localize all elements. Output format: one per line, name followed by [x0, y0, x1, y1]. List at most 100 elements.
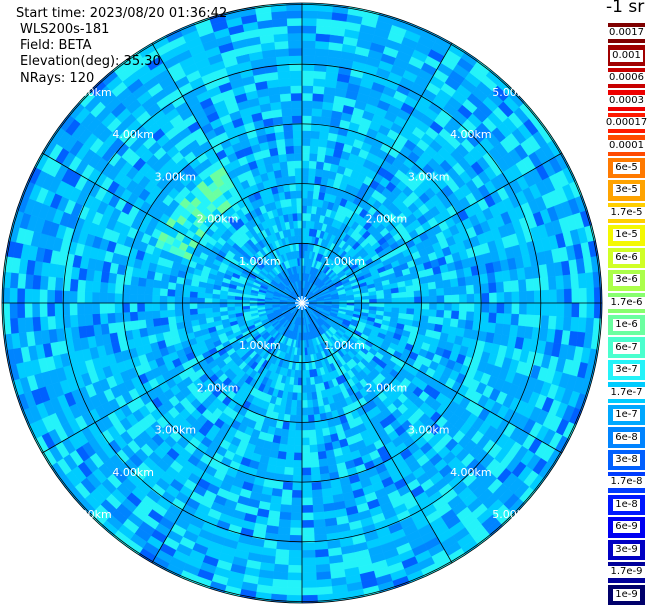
- ppi-cell: [391, 292, 400, 299]
- ppi-cell: [518, 314, 527, 327]
- ppi-cell: [316, 153, 326, 163]
- ppi-cell: [196, 297, 205, 304]
- ppi-cell: [301, 385, 307, 394]
- ppi-cell: [313, 526, 327, 536]
- ppi-cell: [314, 48, 329, 58]
- ppi-cell: [301, 100, 313, 109]
- colorbar-tick-label: 1.7e-6: [608, 296, 645, 309]
- colorbar-cell: 1e-9: [607, 583, 646, 606]
- ppi-cell: [69, 302, 78, 316]
- ppi-cell: [540, 276, 550, 291]
- colorbar-cell: 6e-6: [607, 246, 646, 270]
- ppi-cell: [421, 302, 430, 310]
- ppi-cell: [541, 302, 550, 317]
- ppi-cell: [295, 190, 303, 199]
- ppi-cell: [106, 292, 115, 304]
- colorbar-tick-label: 3e-5: [613, 184, 640, 197]
- ppi-cell: [114, 292, 123, 304]
- ppi-cell: [511, 291, 520, 304]
- ppi-cell: [275, 55, 290, 65]
- ppi-cell: [84, 291, 93, 304]
- ppi-cell: [84, 280, 94, 293]
- ppi-cell: [241, 302, 250, 307]
- ppi-cell: [290, 399, 298, 409]
- ppi-cell: [293, 445, 303, 454]
- colorbar-cell: 1e-5: [607, 224, 646, 247]
- ppi-cell: [586, 302, 595, 319]
- ppi-cell: [294, 437, 303, 446]
- ppi-cell: [54, 302, 63, 317]
- ppi-cell: [295, 415, 303, 424]
- ppi-cell: [46, 302, 56, 317]
- range-label: 2.00km: [366, 213, 408, 226]
- ppi-cell: [275, 458, 286, 468]
- ppi-cell: [301, 107, 313, 116]
- ppi-cell: [296, 392, 303, 401]
- colorbar-cell: 1e-8: [607, 493, 646, 517]
- ppi-cell: [398, 307, 408, 315]
- range-label: 1.00km: [323, 255, 365, 268]
- ppi-cell: [297, 212, 303, 221]
- ppi-cell: [294, 430, 303, 439]
- ppi-cell: [421, 309, 430, 317]
- ppi-cell: [518, 302, 528, 315]
- colorbar-tick-label: 3e-9: [613, 543, 640, 556]
- ppi-cell: [9, 287, 18, 304]
- ppi-cell: [316, 586, 333, 596]
- ppi-cell: [291, 482, 303, 491]
- ppi-cell: [290, 512, 303, 521]
- ppi-cell: [301, 527, 315, 536]
- ppi-cell: [277, 526, 291, 536]
- ppi-cell: [204, 312, 214, 319]
- colorbar-tick-label: 0.00017: [603, 117, 647, 130]
- ppi-cell: [311, 100, 324, 110]
- ppi-cell: [272, 116, 284, 126]
- ppi-cell: [398, 286, 407, 294]
- ppi-cell: [301, 77, 314, 87]
- range-label: 1.00km: [239, 339, 281, 352]
- colorbar-tick-label: 1.7e-7: [608, 386, 645, 399]
- ppi-cell: [301, 40, 316, 49]
- ppi-cell: [314, 541, 329, 551]
- ppi-cell: [305, 377, 311, 386]
- ppi-cell: [16, 302, 26, 319]
- ppi-cell: [159, 302, 168, 311]
- ppi-cell: [405, 285, 415, 293]
- ppi-cell: [288, 47, 303, 57]
- ppi-cell: [249, 302, 258, 306]
- ppi-cell: [166, 288, 176, 297]
- ppi-cell: [9, 302, 18, 319]
- ppi-cell: [286, 437, 296, 446]
- ppi-cell: [226, 306, 236, 312]
- ppi-cell: [152, 279, 162, 289]
- ppi-cell: [315, 571, 332, 581]
- ppi-cell: [99, 281, 109, 294]
- ppi-cell: [290, 92, 303, 101]
- ppi-cell: [234, 302, 243, 307]
- ppi-cell: [406, 308, 415, 315]
- ppi-cell: [301, 355, 306, 364]
- ppi-cell: [317, 450, 327, 460]
- ppi-cell: [160, 316, 169, 326]
- ppi-cell: [287, 429, 296, 439]
- ppi-cell: [556, 289, 565, 304]
- ppi-cell: [277, 70, 291, 80]
- ppi-cell: [290, 519, 303, 529]
- ppi-cell: [181, 296, 190, 304]
- ppi-cell: [295, 407, 303, 416]
- ppi-cell: [301, 190, 309, 199]
- ppi-cell: [219, 306, 228, 312]
- ppi-cell: [399, 297, 408, 304]
- ppi-cell: [398, 291, 408, 299]
- ppi-cell: [309, 145, 319, 155]
- ppi-cell: [301, 512, 314, 521]
- ppi-cell: [295, 422, 303, 431]
- ppi-cell: [435, 280, 444, 290]
- ppi-cell: [204, 302, 213, 309]
- ppi-cell: [136, 302, 145, 312]
- ppi-cell: [449, 318, 459, 328]
- ppi-cell: [196, 307, 206, 315]
- ppi-cell: [39, 316, 49, 331]
- ppi-cell: [211, 298, 220, 304]
- ppi-cell: [129, 293, 138, 304]
